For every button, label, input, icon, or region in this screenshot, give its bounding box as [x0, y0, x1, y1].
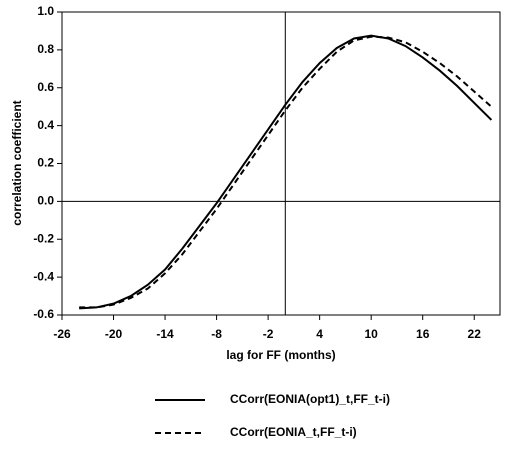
- y-tick-label: 0.6: [37, 80, 54, 94]
- y-tick-label: 0.8: [37, 42, 54, 56]
- y-tick-label: -0.6: [33, 307, 54, 321]
- x-tick-label: 10: [364, 327, 378, 341]
- y-tick-label: 0.4: [37, 118, 54, 132]
- x-tick-label: -14: [156, 327, 174, 341]
- y-tick-label: 0.0: [37, 194, 54, 208]
- y-tick-label: -0.2: [33, 231, 54, 245]
- legend-label: CCorr(EONIA_t,FF_t-i): [230, 425, 357, 439]
- x-tick-label: -2: [263, 327, 274, 341]
- series-line: [79, 35, 493, 309]
- y-tick-label: 1.0: [37, 4, 54, 18]
- x-tick-label: -20: [105, 327, 123, 341]
- y-axis-label: correlation coefficient: [10, 100, 24, 225]
- x-tick-label: -26: [53, 327, 71, 341]
- x-tick-label: -8: [211, 327, 222, 341]
- legend-label: CCorr(EONIA(opt1)_t,FF_t-i): [230, 392, 390, 406]
- series-line: [79, 34, 493, 310]
- x-tick-label: 16: [416, 327, 430, 341]
- x-tick-label: 4: [316, 327, 323, 341]
- x-axis-label: lag for FF (months): [226, 348, 335, 362]
- y-tick-label: 0.2: [37, 156, 54, 170]
- x-tick-label: 22: [468, 327, 482, 341]
- plot-frame: [61, 11, 501, 316]
- y-tick-label: -0.4: [33, 269, 54, 283]
